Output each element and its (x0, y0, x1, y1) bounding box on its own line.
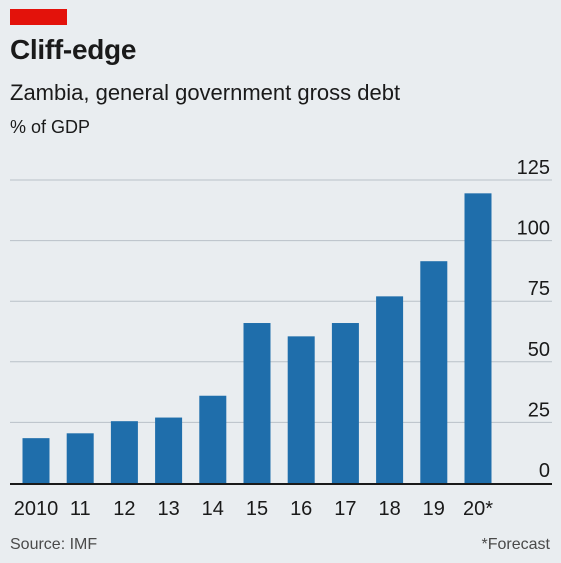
x-tick-label: 17 (334, 498, 356, 520)
x-tick-label: 11 (70, 498, 91, 520)
x-tick-label: 16 (290, 498, 312, 520)
y-tick-label: 50 (528, 339, 550, 361)
bar-12 (110, 421, 138, 483)
x-tick-label: 18 (378, 498, 400, 520)
bar-11 (66, 433, 94, 483)
x-tick-label: 19 (423, 498, 445, 520)
bar-20-forecast (464, 193, 492, 483)
bar-15 (243, 323, 271, 483)
x-tick-label: 14 (202, 498, 224, 520)
x-tick-label: 12 (113, 498, 135, 520)
y-tick-label: 75 (528, 278, 550, 300)
bar-19 (420, 261, 448, 483)
bar-14 (199, 395, 227, 483)
bar-13 (155, 417, 183, 483)
forecast-note: *Forecast (481, 536, 550, 553)
bar-2010 (22, 438, 50, 483)
y-tick-label: 0 (539, 460, 550, 482)
chart-title: Cliff-edge (10, 34, 137, 65)
y-tick-label: 125 (517, 157, 550, 179)
x-tick-label: 2010 (14, 498, 59, 520)
brand-red-tag (10, 9, 67, 25)
chart-subtitle: Zambia, general government gross debt (10, 80, 401, 105)
x-tick-label: 13 (157, 498, 179, 520)
y-tick-label: 25 (528, 399, 550, 421)
y-tick-label: 100 (517, 218, 550, 240)
y-axis-unit: % of GDP (10, 117, 91, 137)
x-tick-label: 15 (246, 498, 268, 520)
source-note: Source: IMF (10, 536, 98, 553)
bar-16 (287, 336, 315, 483)
bar-17 (331, 323, 359, 483)
bar-18 (376, 296, 404, 483)
x-tick-label: 20* (463, 498, 493, 520)
